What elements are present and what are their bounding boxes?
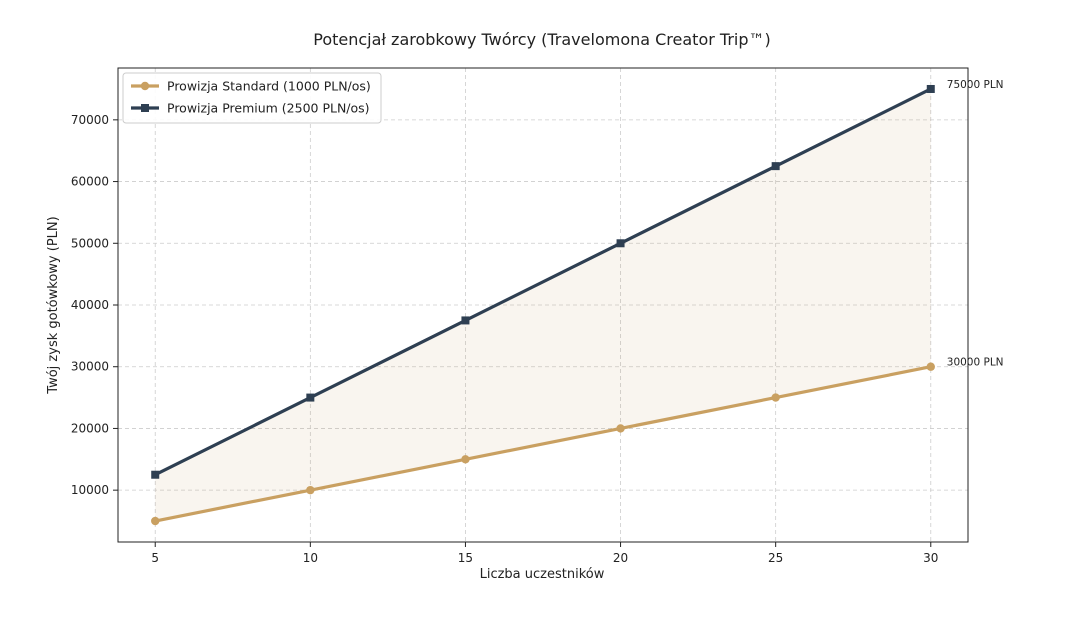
- y-tick-label: 70000: [71, 113, 109, 127]
- series-1-point: [306, 393, 315, 402]
- x-tick-label: 10: [303, 551, 318, 565]
- grid: [118, 68, 968, 542]
- legend-box: [122, 72, 382, 124]
- x-tick-label: 30: [923, 551, 938, 565]
- series-1-point: [926, 84, 935, 93]
- series-0-point: [616, 424, 625, 433]
- series-0-point: [926, 362, 935, 371]
- fill-area: [155, 88, 931, 522]
- legend-label: Prowizja Standard (1000 PLN/os): [167, 79, 371, 94]
- series-1-end-label: 75000 PLN: [947, 79, 1004, 91]
- x-tick-label: 5: [151, 551, 159, 565]
- y-tick-label: 40000: [71, 298, 109, 312]
- chart-title: Potencjał zarobkowy Twórcy (Travelomona …: [313, 30, 771, 49]
- x-tick-label: 20: [613, 551, 628, 565]
- y-tick-label: 30000: [71, 360, 109, 374]
- series-layer: [151, 84, 935, 526]
- series-0-point: [306, 485, 315, 495]
- legend-marker: [141, 104, 149, 112]
- x-tick-label: 25: [768, 551, 783, 565]
- series-1-point: [771, 162, 780, 171]
- fill-between-area: [155, 88, 931, 522]
- series-0-point: [461, 455, 470, 464]
- legend-label: Prowizja Premium (2500 PLN/os): [167, 101, 370, 116]
- legend: Prowizja Standard (1000 PLN/os) Prowizja …: [122, 72, 382, 124]
- series-0-end-label: 30000 PLN: [947, 357, 1004, 369]
- series-line-0: [153, 365, 933, 523]
- x-axis-label: Liczba uczestników: [480, 567, 605, 582]
- series-1-point: [151, 470, 160, 479]
- series-1-point: [461, 316, 470, 325]
- y-axis-label: Twój zysk gotówkowy (PLN): [46, 216, 61, 394]
- y-tick-label: 60000: [71, 175, 109, 189]
- y-tick-label: 50000: [71, 236, 109, 250]
- series-1-point: [616, 239, 625, 248]
- y-tick-label: 10000: [71, 483, 109, 497]
- series-0-point: [771, 393, 780, 402]
- end-labels: 30000 PLN 75000 PLN: [947, 79, 1004, 369]
- series-line-1: [153, 87, 933, 477]
- axes: 5 10 15 20 25 30 10000 20000 30000 40000 50000 6000…: [71, 67, 969, 565]
- series-0-point: [151, 516, 160, 526]
- legend-marker: [140, 81, 150, 91]
- x-tick-label: 15: [458, 551, 473, 565]
- y-tick-label: 20000: [71, 421, 109, 435]
